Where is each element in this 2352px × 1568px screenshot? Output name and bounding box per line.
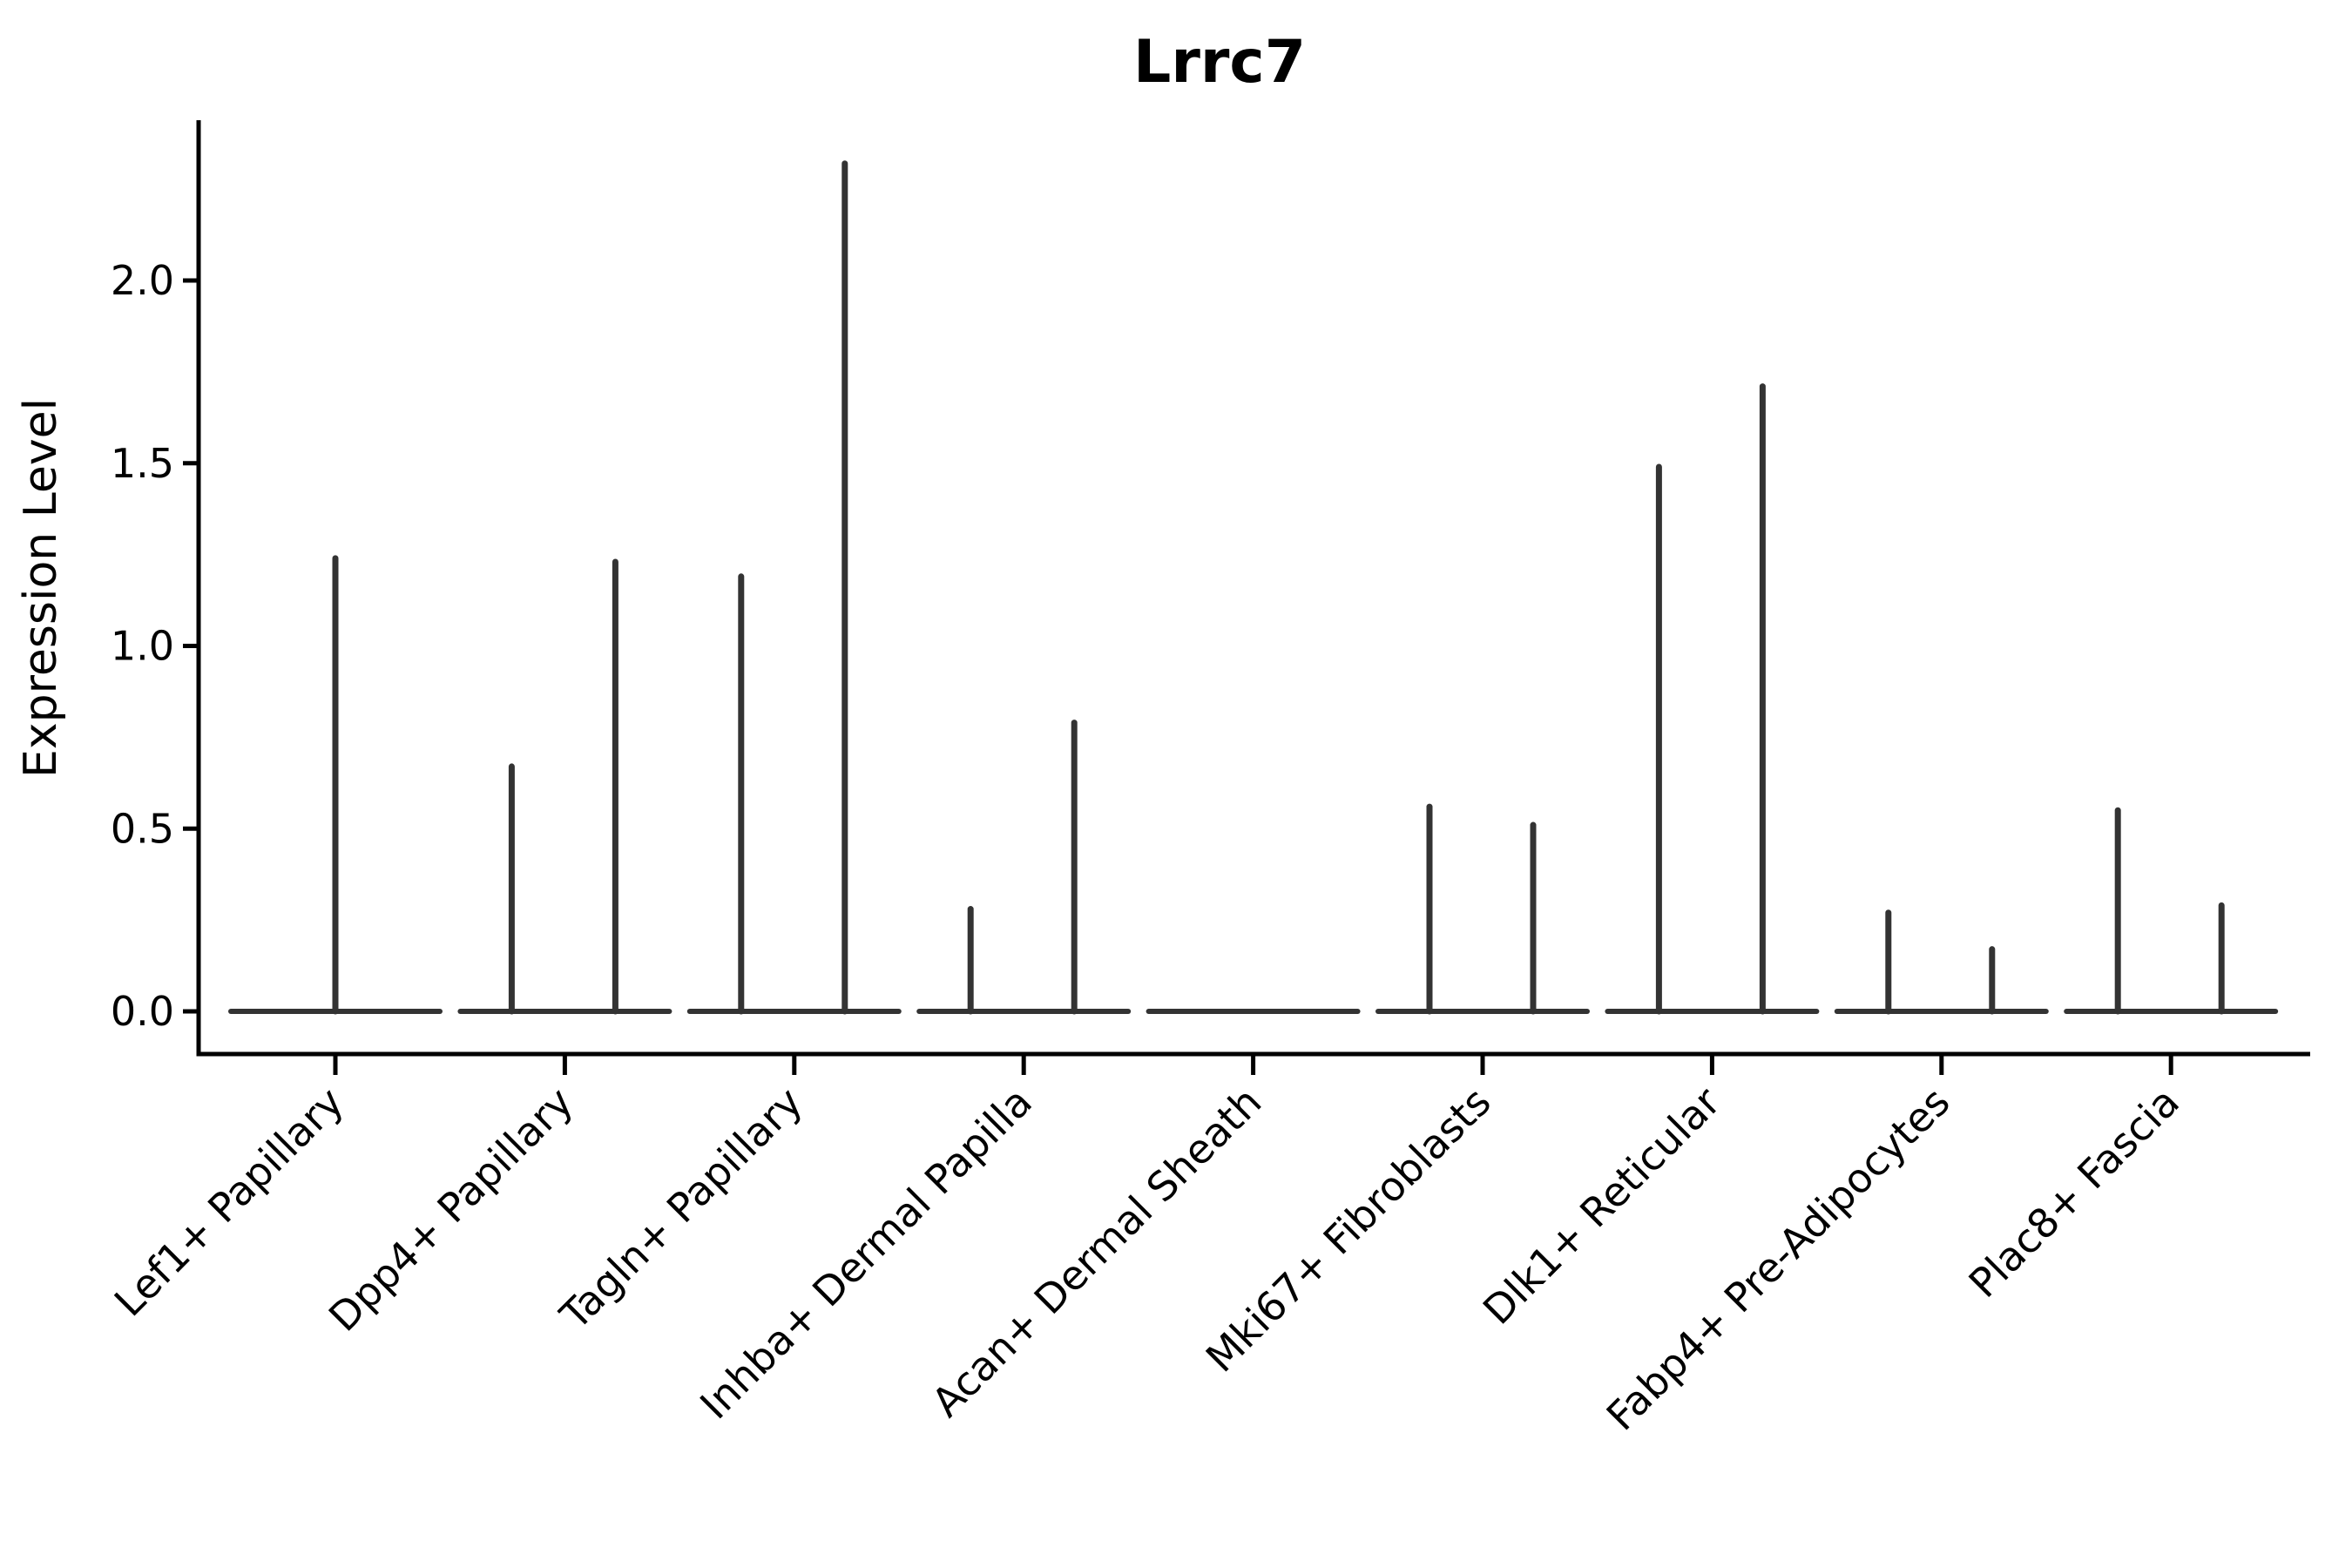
x-tick-label: Tagln+ Papillary	[551, 1078, 812, 1340]
y-tick-label: 2.0	[111, 257, 174, 304]
x-tick-label: Lef1+ Papillary	[105, 1078, 353, 1326]
x-tick-label: Dlk1+ Reticular	[1474, 1078, 1729, 1334]
chart-title: Lrrc7	[1133, 28, 1306, 97]
x-tick-label: Dpp4+ Papillary	[320, 1078, 582, 1341]
y-tick-label: 1.5	[111, 440, 174, 487]
x-tick-label: Plac8+ Fascia	[1960, 1078, 2188, 1307]
y-axis-label: Expression Level	[15, 398, 67, 778]
y-tick-label: 1.0	[111, 623, 174, 670]
y-tick-label: 0.5	[111, 805, 174, 852]
y-tick-label: 0.0	[111, 988, 174, 1035]
